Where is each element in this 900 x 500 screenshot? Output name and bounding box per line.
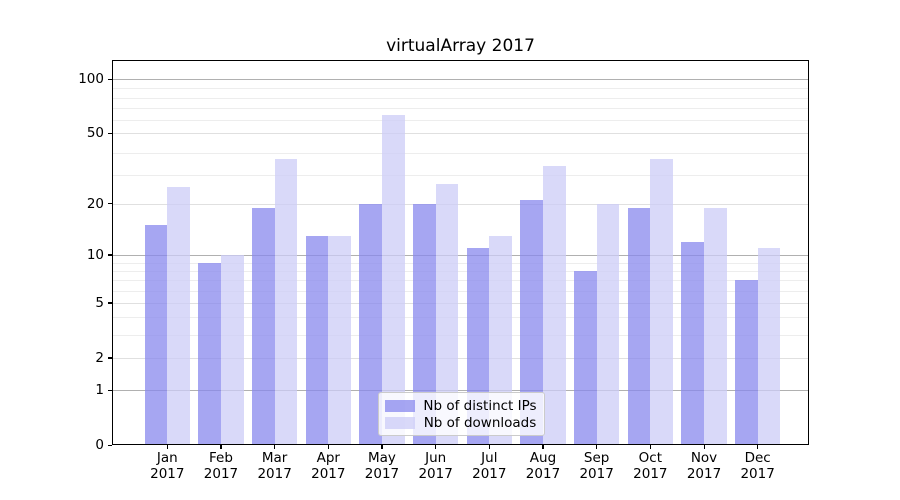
gridline-100 (112, 79, 809, 81)
x-tick-mark (220, 445, 222, 449)
x-tick-label-jul: Jul 2017 (472, 450, 507, 482)
gridline-minor (112, 120, 809, 122)
x-tick-mark (703, 445, 705, 449)
x-tick-label-jan: Jan 2017 (150, 450, 185, 482)
bar-downloads-may (381, 115, 405, 445)
bar-distinct-ips-oct (627, 207, 651, 445)
gridline-2 (112, 357, 809, 359)
x-tick-label-nov: Nov 2017 (686, 450, 722, 482)
bar-distinct-ips-nov (681, 241, 704, 445)
bar-downloads-feb (220, 254, 244, 445)
bar-downloads-jan (167, 186, 190, 445)
bar-distinct-ips-dec (734, 280, 758, 445)
gridline-minor (112, 175, 809, 177)
x-tick-mark (596, 445, 598, 449)
gridline-20 (112, 203, 809, 205)
bar-downloads-apr (328, 235, 351, 445)
legend-swatch-distinct-ips (385, 399, 415, 412)
gridline-minor (112, 152, 809, 154)
gridline-minor (112, 335, 809, 337)
y-tick-label-50: 50 (86, 125, 104, 142)
bar-downloads-dec (757, 248, 781, 445)
bar-downloads-aug (542, 165, 566, 445)
gridline-minor (112, 97, 809, 99)
x-tick-mark (649, 445, 652, 449)
gridline-minor (112, 88, 809, 90)
gridline-minor (112, 262, 809, 264)
bar-downloads-sep (596, 203, 620, 445)
x-tick-label-mar: Mar 2017 (257, 450, 292, 482)
bar-distinct-ips-jun (412, 203, 436, 445)
chart-title: virtualArray 2017 (386, 36, 535, 56)
gridline-50 (112, 133, 809, 135)
y-tick-mark (108, 444, 112, 446)
plot-area: Nb of distinct IPs Nb of downloads (112, 60, 809, 445)
y-tick-label-2: 2 (95, 349, 104, 366)
y-tick-label-0: 0 (95, 437, 104, 453)
gridline-10 (112, 254, 809, 256)
legend-item-distinct-ips: Nb of distinct IPs (385, 397, 537, 414)
gridline-minor (112, 290, 809, 292)
bar-distinct-ips-feb (198, 262, 221, 445)
y-tick-label-1: 1 (95, 382, 104, 399)
gridline-1 (112, 390, 809, 392)
y-tick-label-20: 20 (86, 195, 104, 212)
y-tick-mark (108, 78, 112, 80)
x-tick-mark (757, 445, 759, 449)
legend-swatch-downloads (385, 416, 415, 429)
bar-distinct-ips-jan (144, 225, 168, 445)
x-tick-label-dec: Dec 2017 (740, 450, 775, 482)
y-tick-mark (108, 302, 112, 304)
x-tick-label-apr: Apr 2017 (311, 450, 346, 482)
gridline-minor (112, 270, 809, 272)
x-tick-mark (166, 445, 168, 449)
bar-distinct-ips-mar (251, 207, 275, 445)
x-tick-label-aug: Aug 2017 (525, 450, 561, 482)
y-tick-mark (108, 203, 112, 205)
legend-item-downloads: Nb of downloads (385, 414, 537, 431)
x-tick-mark (381, 445, 383, 449)
y-tick-mark (108, 254, 112, 256)
y-tick-mark (108, 389, 112, 391)
bar-distinct-ips-sep (573, 270, 597, 445)
legend-label-downloads: Nb of downloads (423, 414, 537, 431)
x-tick-label-may: May 2017 (364, 450, 400, 482)
x-tick-mark (488, 445, 490, 449)
gridline-minor (112, 317, 809, 319)
bar-downloads-mar (274, 158, 298, 445)
bar-downloads-oct (650, 158, 674, 445)
gridline-minor (112, 108, 809, 110)
y-tick-label-10: 10 (86, 246, 104, 263)
bar-distinct-ips-may (359, 203, 382, 445)
x-tick-label-oct: Oct 2017 (633, 450, 668, 482)
x-tick-label-jun: Jun 2017 (418, 450, 453, 482)
bar-distinct-ips-apr (305, 235, 329, 445)
gridline-minor (112, 280, 809, 282)
bar-downloads-jun (435, 183, 459, 445)
x-tick-mark (327, 445, 329, 449)
legend-label-distinct-ips: Nb of distinct IPs (423, 397, 537, 414)
x-tick-label-sep: Sep 2017 (579, 450, 614, 482)
y-tick-label-5: 5 (95, 294, 104, 311)
bar-downloads-nov (704, 207, 727, 445)
bar-distinct-ips-aug (520, 200, 543, 445)
x-tick-mark (435, 445, 437, 449)
y-tick-mark (108, 132, 112, 135)
x-tick-mark (542, 445, 544, 449)
gridline-5 (112, 302, 809, 304)
x-tick-label-feb: Feb 2017 (203, 450, 239, 482)
y-tick-label-100: 100 (78, 71, 104, 88)
legend: Nb of distinct IPs Nb of downloads (378, 392, 545, 436)
y-tick-mark (108, 357, 112, 359)
x-tick-mark (274, 445, 276, 449)
